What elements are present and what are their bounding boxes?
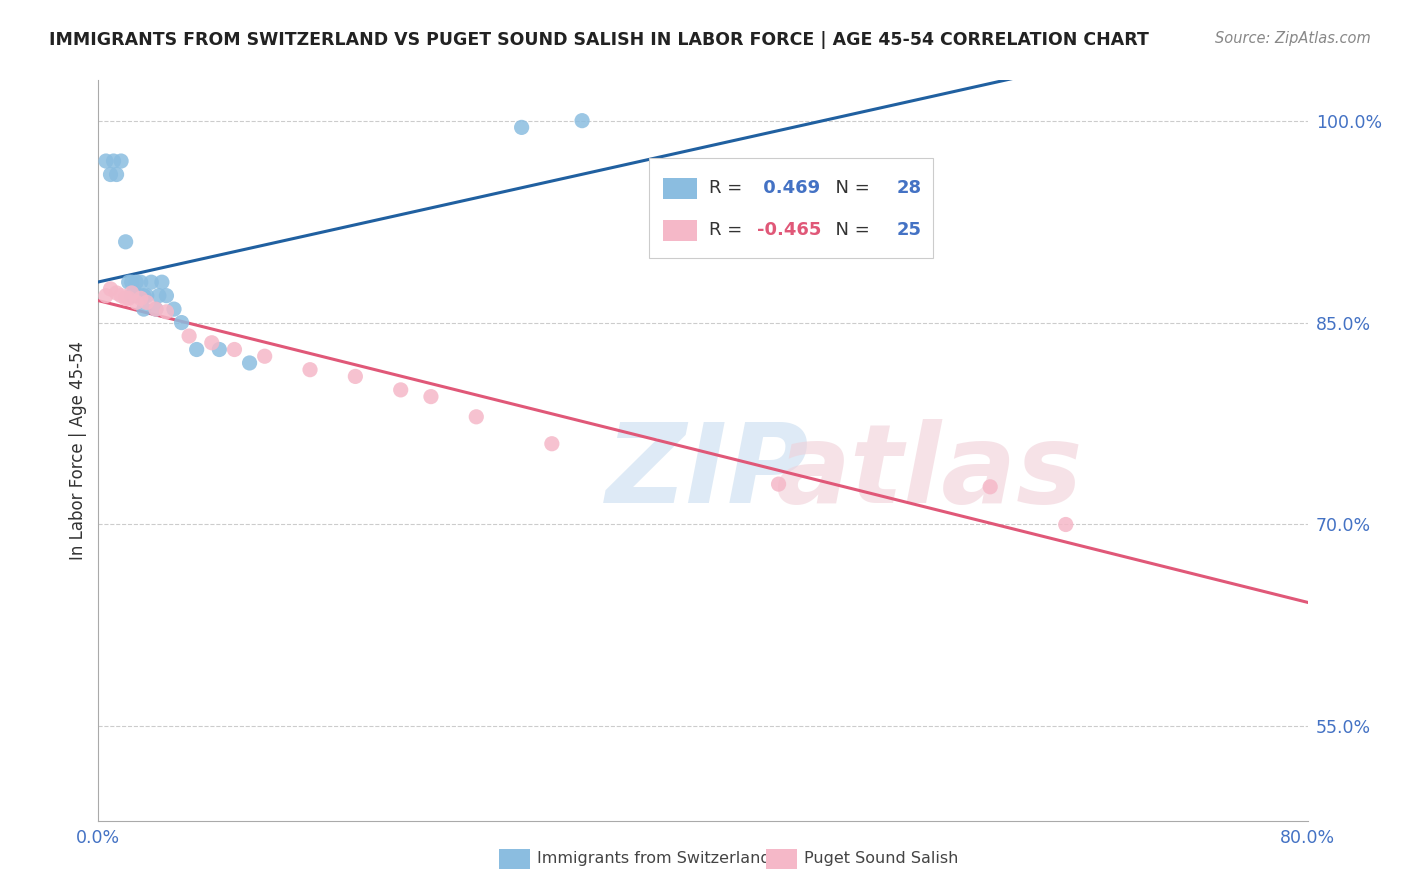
Point — [465, 409, 488, 424]
Point — [105, 168, 128, 182]
Point — [121, 275, 143, 289]
Point — [118, 275, 141, 289]
Point — [132, 288, 155, 302]
Point — [1054, 517, 1077, 532]
Point — [186, 343, 208, 357]
Point — [118, 291, 141, 305]
Y-axis label: In Labor Force | Age 45-54: In Labor Force | Age 45-54 — [69, 341, 87, 560]
Text: Immigrants from Switzerland: Immigrants from Switzerland — [537, 851, 770, 865]
Point — [344, 369, 367, 384]
Point — [224, 343, 246, 357]
FancyBboxPatch shape — [664, 220, 697, 241]
Point — [125, 295, 148, 310]
Text: N =: N = — [824, 179, 876, 197]
Point — [148, 288, 170, 302]
Point — [114, 291, 136, 305]
Point — [125, 288, 148, 302]
Point — [132, 302, 155, 317]
Text: -0.465: -0.465 — [758, 221, 821, 239]
Point — [105, 285, 128, 300]
Text: atlas: atlas — [776, 419, 1083, 526]
Point — [114, 235, 136, 249]
Point — [94, 288, 117, 302]
Point — [163, 302, 186, 317]
Point — [979, 480, 1001, 494]
Text: R =: R = — [709, 179, 748, 197]
Point — [129, 291, 152, 305]
Text: N =: N = — [824, 221, 876, 239]
Point — [155, 305, 177, 319]
Point — [420, 390, 443, 404]
Point — [299, 362, 322, 376]
Point — [141, 275, 163, 289]
FancyBboxPatch shape — [648, 158, 932, 258]
Point — [135, 288, 157, 302]
Point — [540, 436, 562, 450]
Point — [110, 288, 132, 302]
Point — [135, 295, 157, 310]
Text: ZIP: ZIP — [606, 419, 810, 526]
Point — [150, 275, 173, 289]
Text: Source: ZipAtlas.com: Source: ZipAtlas.com — [1215, 31, 1371, 46]
Point — [94, 154, 117, 169]
FancyBboxPatch shape — [664, 178, 697, 199]
Point — [571, 113, 593, 128]
Point — [110, 154, 132, 169]
Point — [125, 275, 148, 289]
Text: 0.469: 0.469 — [758, 179, 821, 197]
Point — [103, 154, 125, 169]
Text: 25: 25 — [897, 221, 921, 239]
Point — [201, 335, 224, 350]
Point — [208, 343, 231, 357]
Point — [121, 285, 143, 300]
Point — [128, 288, 150, 302]
Point — [768, 477, 790, 491]
Point — [145, 302, 167, 317]
Point — [239, 356, 262, 370]
Point — [253, 349, 276, 363]
Text: 28: 28 — [897, 179, 921, 197]
Point — [510, 120, 533, 135]
Point — [389, 383, 412, 397]
Text: Puget Sound Salish: Puget Sound Salish — [804, 851, 959, 865]
Text: IMMIGRANTS FROM SWITZERLAND VS PUGET SOUND SALISH IN LABOR FORCE | AGE 45-54 COR: IMMIGRANTS FROM SWITZERLAND VS PUGET SOU… — [49, 31, 1149, 49]
Text: R =: R = — [709, 221, 748, 239]
Point — [100, 282, 122, 296]
Point — [170, 316, 193, 330]
Point — [100, 168, 122, 182]
Point — [155, 288, 177, 302]
Point — [129, 275, 152, 289]
Point — [145, 302, 167, 317]
Point — [121, 288, 143, 302]
Point — [179, 329, 201, 343]
